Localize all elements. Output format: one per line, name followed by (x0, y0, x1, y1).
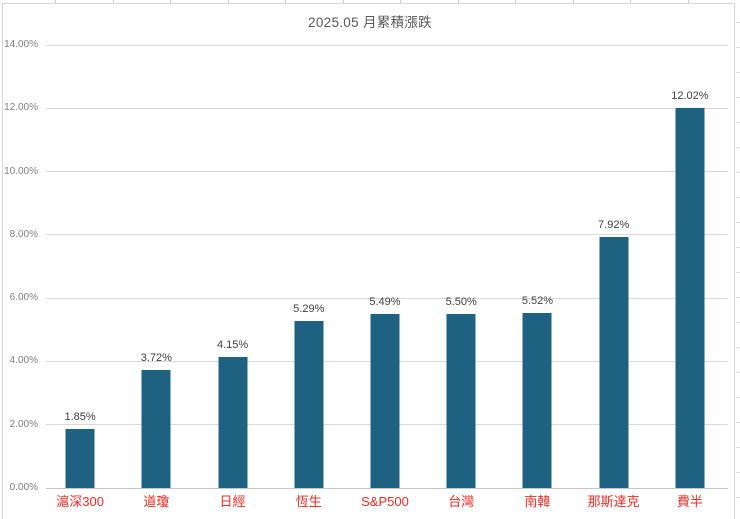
y-axis-tick-label: 10.00% (4, 165, 38, 177)
category-label[interactable]: 滬深300 (56, 494, 104, 509)
worksheet-column-gridline (343, 0, 344, 3)
bar[interactable] (446, 313, 476, 488)
bar-value-label: 4.15% (216, 338, 249, 351)
bar-value-label: 5.29% (293, 302, 325, 315)
worksheet-row-gridline (736, 197, 740, 198)
worksheet-row-gridline (736, 97, 740, 98)
worksheet-row-gridline (736, 247, 740, 248)
y-axis-tick-label: 2.00% (9, 418, 38, 430)
gridline (46, 234, 728, 236)
bar[interactable] (218, 356, 248, 488)
bar-group: 1.85% (42, 45, 118, 488)
bar-value-label: 3.72% (140, 352, 172, 365)
worksheet-row-gridline (736, 122, 740, 123)
bar-group: 5.50% (423, 45, 499, 488)
bar[interactable] (675, 107, 705, 488)
worksheet-column-gridline (630, 0, 631, 3)
worksheet-column-gridline (55, 0, 56, 3)
bar[interactable] (522, 313, 552, 488)
worksheet-row-gridline (736, 272, 740, 273)
worksheet-row-gridline (736, 322, 740, 323)
y-axis-tick-label: 8.00% (9, 228, 38, 240)
gridline (46, 171, 728, 173)
category-label[interactable]: 日經 (219, 494, 246, 509)
bar-value-label: 7.92% (598, 219, 630, 232)
category-label[interactable]: 費半 (676, 494, 703, 509)
category-label[interactable]: 恆生 (295, 494, 322, 509)
worksheet-row-gridline (736, 47, 740, 48)
gridline (46, 44, 728, 46)
bar-value-label: 1.85% (64, 411, 96, 424)
bar-group: 5.52% (499, 45, 575, 488)
bar[interactable] (65, 429, 95, 488)
bar-group: 5.49% (347, 45, 423, 488)
bar[interactable] (370, 314, 400, 488)
worksheet-row-gridline (736, 222, 740, 223)
worksheet-row-gridline (736, 422, 740, 423)
worksheet-row-gridline (736, 172, 740, 173)
chart-title: 2025.05 月累積漲跌 (308, 15, 432, 30)
bar-group: 4.15% (194, 45, 270, 488)
bar-group: 3.72% (118, 45, 194, 488)
plot-area: 1.85% 3.72% 4.15% 5.29% 5.49% 5.50% 5.52% 7.92%… (42, 44, 728, 489)
worksheet-column-gridline (228, 0, 229, 3)
bar[interactable] (599, 237, 629, 488)
worksheet-row-gridline (736, 147, 740, 148)
y-axis-tick-label: 12.00% (4, 102, 38, 114)
worksheet-row-gridline (736, 22, 740, 23)
worksheet-row-gridline (736, 397, 740, 398)
y-axis-tick-label: 14.00% (4, 39, 38, 50)
bar[interactable] (294, 320, 324, 488)
y-axis-tick-label: 0.00% (9, 482, 38, 493)
bar-group: 12.02% (652, 45, 728, 488)
bar-value-label: 5.52% (521, 295, 554, 308)
bar-group: 7.92% (576, 45, 652, 488)
worksheet-row-gridline (736, 472, 740, 473)
category-label[interactable]: 那斯達克 (587, 494, 640, 509)
gridline (46, 297, 728, 299)
worksheet-column-gridline (113, 0, 114, 3)
worksheet-row-gridline (736, 447, 740, 448)
bar-value-label: 5.49% (369, 296, 401, 309)
worksheet-row-gridline (736, 347, 740, 348)
worksheet-column-gridline (458, 0, 459, 3)
x-axis-line (46, 487, 728, 489)
worksheet-row-gridline (736, 497, 740, 498)
worksheet-column-gridline (688, 0, 689, 3)
category-label[interactable]: 台灣 (448, 494, 475, 509)
worksheet-row-gridline (736, 72, 740, 73)
worksheet-column-gridline (285, 0, 286, 3)
bar-value-label: 5.50% (445, 295, 477, 308)
category-label[interactable]: 南韓 (524, 494, 551, 509)
worksheet-column-gridline (515, 0, 516, 3)
worksheet-column-gridline (170, 0, 171, 3)
bar[interactable] (141, 370, 171, 488)
worksheet-column-gridline (573, 0, 574, 3)
bar-group: 5.29% (271, 45, 347, 488)
y-axis-tick-label: 6.00% (9, 292, 38, 304)
category-label[interactable]: 道瓊 (143, 494, 170, 509)
category-label[interactable]: S&P500 (361, 494, 409, 509)
gridline (46, 107, 728, 109)
worksheet-row-gridline (736, 297, 740, 298)
y-axis-tick-label: 4.00% (9, 355, 38, 367)
bar-value-label: 12.02% (671, 89, 709, 102)
worksheet-row-gridline (736, 372, 740, 373)
worksheet-column-gridline (400, 0, 401, 3)
